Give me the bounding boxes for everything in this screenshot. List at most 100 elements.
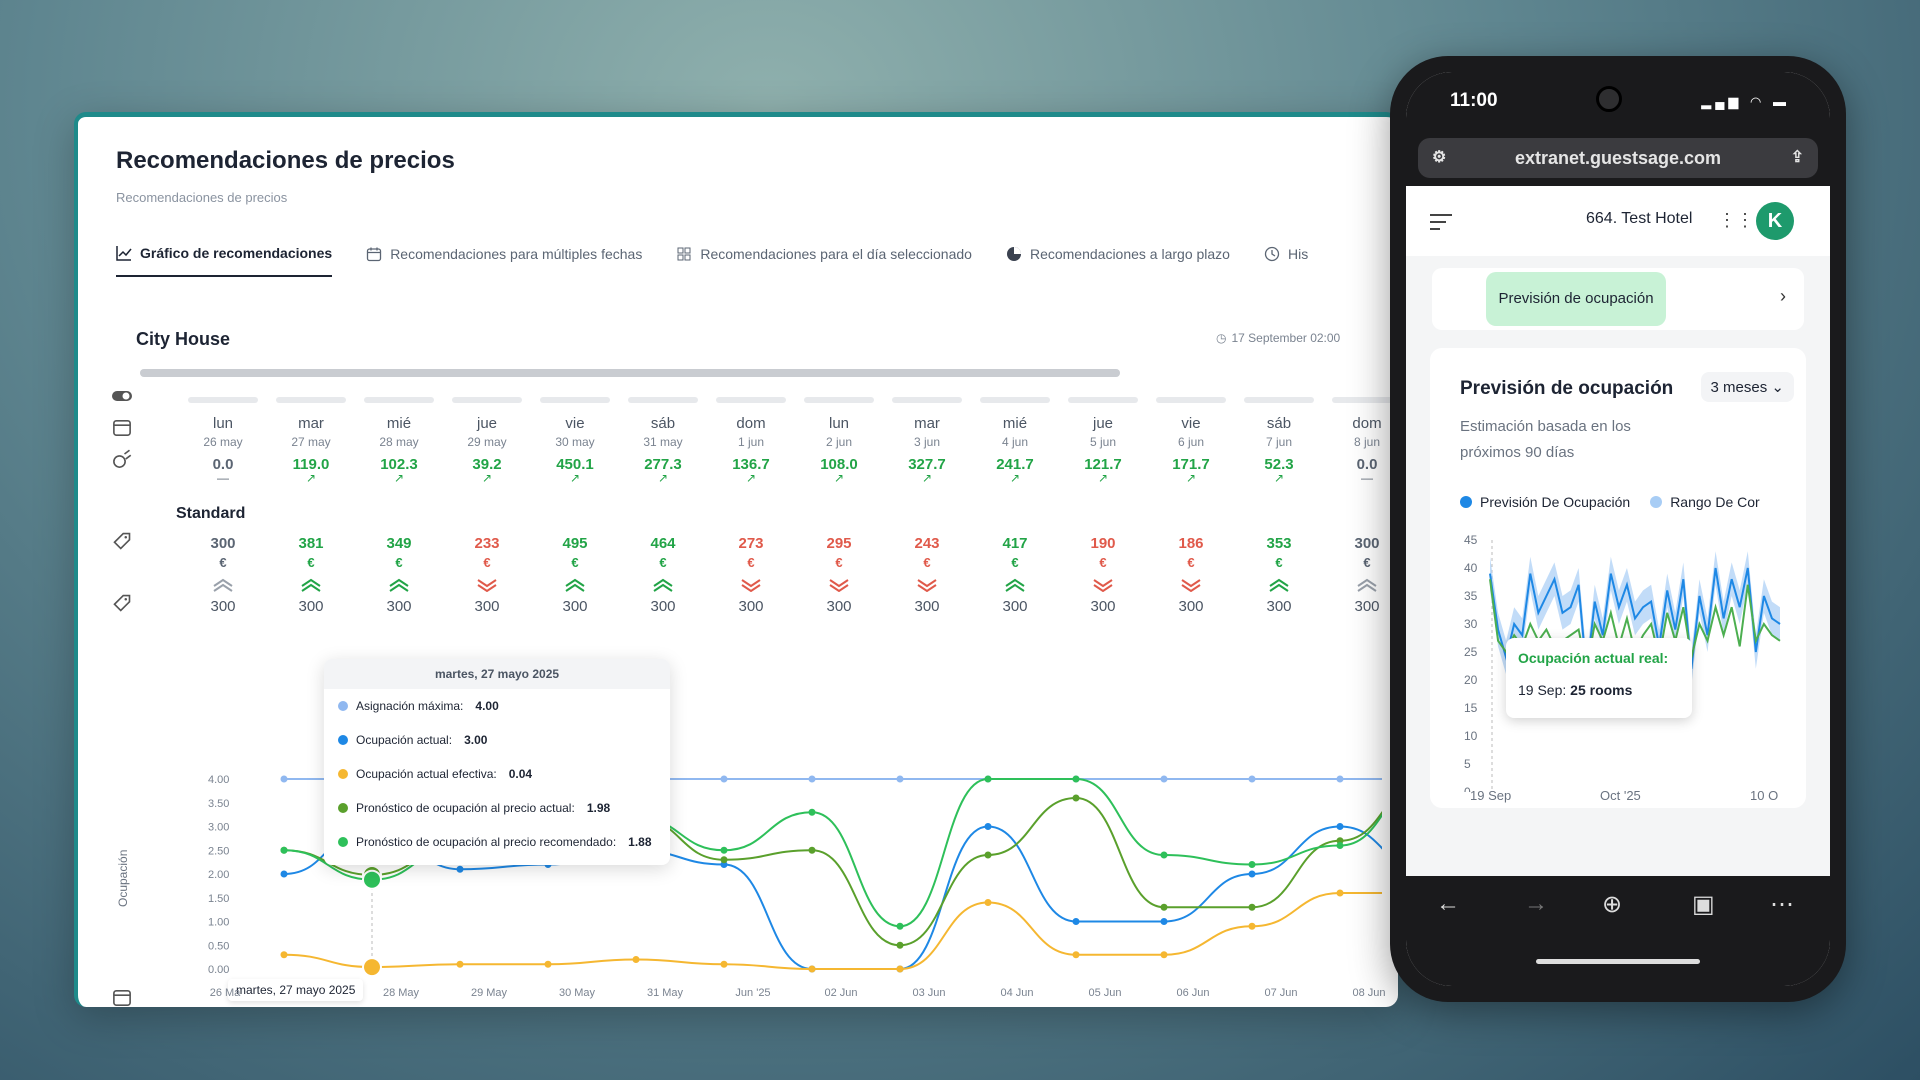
tabs-icon[interactable]: ▣ — [1692, 891, 1715, 918]
range-select[interactable]: 3 meses ⌄ — [1700, 372, 1794, 402]
horizontal-scrollbar[interactable] — [140, 369, 1120, 377]
data-point[interactable] — [1072, 775, 1080, 783]
more-icon[interactable]: ⋯ — [1770, 891, 1794, 918]
section-selector[interactable]: Previsión de ocupación › — [1432, 268, 1804, 330]
day-column[interactable]: mié 28 may 102.3 ↗ — [362, 397, 436, 485]
data-point[interactable] — [896, 775, 904, 783]
tab-history[interactable]: His — [1264, 245, 1308, 277]
tab-long-term[interactable]: Recomendaciones a largo plazo — [1006, 245, 1230, 277]
rate-cell[interactable]: 243 € 300 — [890, 535, 964, 615]
data-point[interactable] — [1160, 951, 1168, 959]
data-point[interactable] — [456, 960, 464, 968]
data-point[interactable] — [1160, 851, 1168, 859]
data-point[interactable] — [632, 956, 640, 963]
data-point[interactable] — [1248, 922, 1256, 930]
day-column[interactable]: jue 29 may 39.2 ↗ — [450, 397, 524, 485]
data-point[interactable] — [984, 899, 992, 906]
data-point[interactable] — [808, 846, 816, 854]
site-settings-icon[interactable]: ⚙ — [1432, 149, 1447, 166]
data-point[interactable] — [720, 775, 728, 783]
forward-icon[interactable]: → — [1524, 890, 1548, 917]
rate-cell[interactable]: 233 € 300 — [450, 535, 524, 615]
breadcrumb[interactable]: Recomendaciones de precios — [116, 190, 288, 205]
share-icon[interactable]: ⇪ — [1790, 149, 1804, 166]
toggle-icon[interactable] — [112, 389, 136, 411]
data-point[interactable] — [808, 965, 816, 973]
rate-cell[interactable]: 381 € 300 — [274, 535, 348, 615]
scrollbar-thumb[interactable] — [140, 369, 1120, 377]
data-point[interactable] — [808, 808, 816, 816]
data-point[interactable] — [456, 865, 464, 873]
data-point[interactable] — [808, 775, 816, 783]
day-column[interactable]: sáb 31 may 277.3 ↗ — [626, 397, 700, 485]
day-column[interactable]: lun 26 may 0.0 — — [186, 397, 260, 485]
rate-cell[interactable]: 300 € 300 — [186, 535, 260, 615]
data-point[interactable] — [1336, 775, 1344, 783]
data-point[interactable] — [1072, 951, 1080, 959]
url-bar[interactable]: ⚙ extranet.guestsage.com ⇪ — [1418, 138, 1818, 178]
day-column[interactable]: jue 5 jun 121.7 ↗ — [1066, 397, 1140, 485]
data-point[interactable] — [720, 960, 728, 968]
day-column[interactable]: lun 2 jun 108.0 ↗ — [802, 397, 876, 485]
back-icon[interactable]: ← — [1436, 890, 1460, 917]
legend-item[interactable]: Rango De Cor — [1650, 494, 1760, 510]
day-column[interactable]: vie 30 may 450.1 ↗ — [538, 397, 612, 485]
rate-cell[interactable]: 273 € 300 — [714, 535, 788, 615]
day-column[interactable]: mar 3 jun 327.7 ↗ — [890, 397, 964, 485]
series-line[interactable] — [1489, 567, 1781, 675]
data-point[interactable] — [1248, 775, 1256, 783]
section-pill[interactable]: Previsión de ocupación — [1486, 272, 1666, 326]
tab-multiple-dates[interactable]: Recomendaciones para múltiples fechas — [366, 245, 642, 277]
data-point[interactable] — [1336, 823, 1344, 830]
data-point[interactable] — [1072, 794, 1080, 802]
day-column[interactable]: dom 1 jun 136.7 ↗ — [714, 397, 788, 485]
data-point[interactable] — [280, 951, 288, 959]
rate-cell[interactable]: 353 € 300 — [1242, 535, 1316, 615]
data-point[interactable] — [896, 941, 904, 949]
data-point[interactable] — [1160, 775, 1168, 783]
data-point[interactable] — [896, 965, 904, 973]
menu-icon[interactable] — [1430, 214, 1452, 235]
data-point[interactable] — [720, 856, 728, 864]
rate-cell[interactable]: 349 € 300 — [362, 535, 436, 615]
data-point[interactable] — [720, 846, 728, 854]
data-point[interactable] — [1336, 842, 1344, 849]
day-column[interactable]: sáb 7 jun 52.3 ↗ — [1242, 397, 1316, 485]
day-column[interactable]: mar 27 may 119.0 ↗ — [274, 397, 348, 485]
data-point[interactable] — [280, 846, 288, 854]
data-point[interactable] — [1160, 903, 1168, 911]
chevron-right-icon[interactable]: › — [1780, 286, 1786, 306]
legend-item[interactable]: Previsión De Ocupación — [1460, 494, 1630, 510]
tab-selected-day[interactable]: Recomendaciones para el día seleccionado — [676, 245, 972, 277]
rate-cell[interactable]: 464 € 300 — [626, 535, 700, 615]
data-point[interactable] — [896, 922, 904, 930]
rate-cell[interactable]: 295 € 300 — [802, 535, 876, 615]
tab-recommendation-chart[interactable]: Gráfico de recomendaciones — [116, 245, 333, 277]
data-point[interactable] — [1072, 918, 1080, 925]
data-point[interactable] — [984, 851, 992, 859]
data-point[interactable] — [984, 823, 992, 830]
data-point[interactable] — [1160, 918, 1168, 925]
rate-cell[interactable]: 190 € 300 — [1066, 535, 1140, 615]
rate-cell[interactable]: 300 € 300 — [1330, 535, 1398, 615]
series-line[interactable] — [283, 892, 1382, 971]
data-point[interactable] — [1248, 861, 1256, 868]
day-column[interactable]: mié 4 jun 241.7 ↗ — [978, 397, 1052, 485]
data-point[interactable] — [280, 870, 288, 878]
new-tab-icon[interactable]: ⊕ — [1602, 891, 1623, 918]
data-point[interactable] — [1248, 870, 1256, 878]
data-point[interactable] — [984, 775, 992, 783]
data-point[interactable] — [362, 869, 382, 890]
data-point[interactable] — [362, 957, 382, 978]
data-point[interactable] — [1248, 903, 1256, 911]
data-point[interactable] — [544, 960, 552, 968]
day-column[interactable]: dom 8 jun 0.0 — — [1330, 397, 1398, 485]
avatar[interactable]: K — [1756, 202, 1794, 240]
data-point[interactable] — [280, 775, 288, 783]
rate-cell[interactable]: 495 € 300 — [538, 535, 612, 615]
day-column[interactable]: vie 6 jun 171.7 ↗ — [1154, 397, 1228, 485]
rate-cell[interactable]: 417 € 300 — [978, 535, 1052, 615]
data-point[interactable] — [1336, 889, 1344, 897]
rate-cell[interactable]: 186 € 300 — [1154, 535, 1228, 615]
hotel-name[interactable]: 664. Test Hotel — [1586, 210, 1693, 227]
